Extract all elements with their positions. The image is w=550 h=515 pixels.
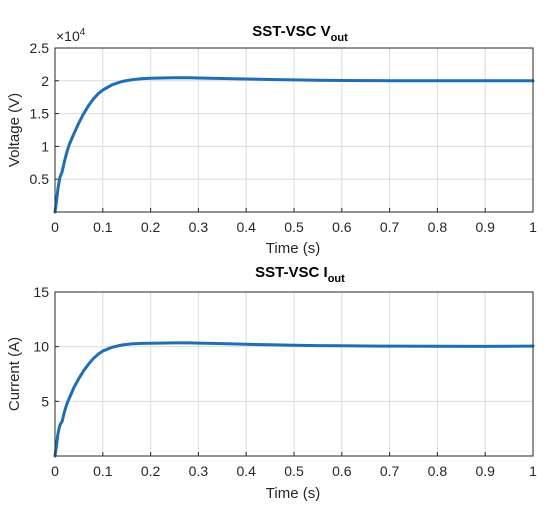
x-tick-label: 0.1 [93, 463, 113, 479]
current-grid [55, 292, 533, 456]
y-tick-label: 2.5 [30, 40, 50, 56]
voltage-x-axis-label: Time (s) [266, 240, 320, 257]
x-tick-label: 0.9 [475, 463, 495, 479]
current-axes-frame [54, 291, 534, 457]
y-exponent-label: ×104 [56, 27, 86, 44]
y-tick-label: 0.5 [30, 171, 50, 187]
x-tick-label: 0.8 [428, 463, 448, 479]
x-tick-label: 0.7 [380, 219, 400, 235]
x-tick-label: 0.3 [189, 219, 209, 235]
x-tick-label: 0.6 [332, 219, 352, 235]
x-tick-label: 1 [529, 463, 537, 479]
y-tick-label: 10 [33, 339, 49, 355]
current-y-axis-label: Current (A) [6, 337, 23, 411]
x-tick-label: 0.3 [189, 463, 209, 479]
x-tick-label: 0.9 [475, 219, 495, 235]
x-tick-label: 0.2 [141, 463, 161, 479]
x-tick-label: 0.1 [93, 219, 113, 235]
x-tick-label: 0.4 [236, 219, 256, 235]
x-tick-label: 0.7 [380, 463, 400, 479]
x-tick-label: 0.6 [332, 463, 352, 479]
y-tick-label: 1 [41, 138, 49, 154]
y-tick-label: 5 [41, 393, 49, 409]
voltage-grid [55, 48, 533, 212]
x-tick-label: 0 [51, 219, 59, 235]
x-tick-label: 0.2 [141, 219, 161, 235]
y-tick-label: 1.5 [30, 106, 50, 122]
current-x-axis-label: Time (s) [266, 485, 320, 502]
current-chart: SST-VSC Iout 0 0.1 0.2 0.3 0.4 0.5 0.6 0.7 0.8 0.… [6, 264, 537, 502]
x-tick-label: 0.8 [428, 219, 448, 235]
voltage-series-line [53, 76, 535, 214]
x-tick-label: 0.5 [284, 219, 304, 235]
x-tick-label: 0.4 [236, 463, 256, 479]
voltage-axes-frame [54, 47, 534, 213]
voltage-ticks: 0 0.1 0.2 0.3 0.4 0.5 0.6 0.7 0.8 0.9 1 0.5 1 1.5 2 2.5 [30, 40, 538, 235]
voltage-chart: SST-VSC Vout ×104 0 0.1 0.2 0.3 0.4 0.5 0.6 0.7… [6, 23, 537, 257]
x-tick-label: 0.5 [284, 463, 304, 479]
y-tick-label: 2 [41, 73, 49, 89]
x-tick-label: 1 [529, 219, 537, 235]
voltage-y-axis-label: Voltage (V) [6, 93, 23, 167]
current-series-line [53, 341, 535, 458]
voltage-chart-title: SST-VSC Vout [252, 23, 348, 44]
x-tick-label: 0 [51, 463, 59, 479]
current-chart-title: SST-VSC Iout [255, 264, 345, 285]
y-tick-label: 15 [33, 284, 49, 300]
